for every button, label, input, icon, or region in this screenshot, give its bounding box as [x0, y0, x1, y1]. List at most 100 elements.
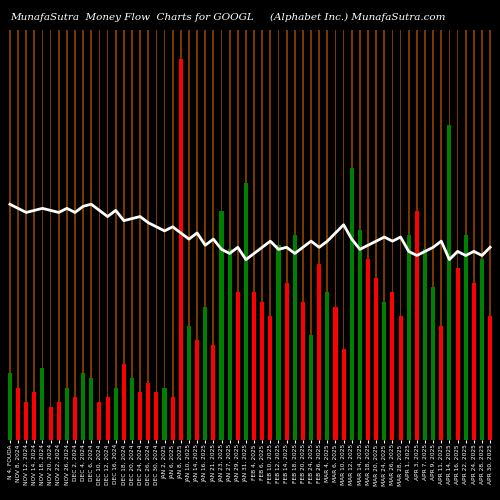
Bar	[432, 30, 434, 440]
Bar	[260, 302, 264, 440]
Bar	[106, 397, 110, 440]
Bar	[123, 30, 124, 440]
Bar	[98, 402, 102, 440]
Bar	[382, 302, 386, 440]
Bar	[245, 30, 247, 440]
Text: MunafaSutra  Money Flow  Charts for GOOGL: MunafaSutra Money Flow Charts for GOOGL	[10, 12, 254, 22]
Bar	[90, 30, 92, 440]
Bar	[318, 30, 320, 440]
Bar	[114, 388, 117, 440]
Bar	[180, 30, 182, 440]
Bar	[489, 30, 491, 440]
Bar	[146, 383, 150, 440]
Bar	[448, 126, 452, 440]
Bar	[34, 30, 35, 440]
Bar	[130, 378, 134, 440]
Bar	[179, 58, 183, 440]
Bar	[270, 30, 271, 440]
Bar	[252, 292, 256, 440]
Bar	[220, 30, 222, 440]
Bar	[440, 30, 442, 440]
Bar	[342, 350, 345, 440]
Bar	[472, 282, 476, 440]
Bar	[228, 250, 232, 440]
Bar	[390, 292, 394, 440]
Bar	[406, 235, 411, 440]
Bar	[302, 30, 304, 440]
Bar	[253, 30, 255, 440]
Bar	[220, 211, 224, 440]
Bar	[310, 30, 312, 440]
Bar	[236, 292, 240, 440]
Bar	[164, 30, 166, 440]
Bar	[138, 392, 142, 440]
Bar	[98, 30, 100, 440]
Bar	[154, 392, 158, 440]
Bar	[203, 306, 207, 440]
Bar	[9, 30, 11, 440]
Bar	[423, 250, 427, 440]
Bar	[17, 30, 19, 440]
Bar	[456, 30, 458, 440]
Bar	[439, 326, 444, 440]
Bar	[294, 30, 296, 440]
Bar	[50, 30, 51, 440]
Bar	[309, 335, 313, 440]
Bar	[301, 302, 305, 440]
Bar	[376, 30, 377, 440]
Bar	[278, 30, 280, 440]
Bar	[172, 30, 174, 440]
Bar	[32, 392, 36, 440]
Bar	[162, 388, 166, 440]
Bar	[424, 30, 426, 440]
Bar	[8, 374, 12, 440]
Bar	[268, 316, 272, 440]
Bar	[317, 264, 321, 440]
Bar	[244, 182, 248, 440]
Bar	[42, 30, 43, 440]
Bar	[465, 30, 466, 440]
Bar	[286, 30, 288, 440]
Bar	[187, 326, 191, 440]
Bar	[16, 388, 20, 440]
Bar	[188, 30, 190, 440]
Bar	[156, 30, 158, 440]
Bar	[65, 388, 69, 440]
Bar	[284, 282, 288, 440]
Bar	[334, 306, 338, 440]
Bar	[73, 397, 77, 440]
Bar	[170, 397, 174, 440]
Bar	[342, 30, 344, 440]
Bar	[81, 374, 85, 440]
Bar	[74, 30, 76, 440]
Bar	[415, 211, 419, 440]
Bar	[196, 30, 198, 440]
Bar	[448, 30, 450, 440]
Bar	[195, 340, 199, 440]
Bar	[481, 30, 483, 440]
Bar	[89, 378, 94, 440]
Bar	[350, 168, 354, 440]
Bar	[139, 30, 141, 440]
Bar	[334, 30, 336, 440]
Bar	[115, 30, 116, 440]
Bar	[237, 30, 238, 440]
Bar	[262, 30, 263, 440]
Bar	[56, 402, 61, 440]
Bar	[384, 30, 385, 440]
Bar	[106, 30, 108, 440]
Bar	[456, 268, 460, 440]
Bar	[473, 30, 474, 440]
Text: (Alphabet Inc.) MunafaSutra.com: (Alphabet Inc.) MunafaSutra.com	[270, 12, 446, 22]
Bar	[229, 30, 230, 440]
Bar	[351, 30, 352, 440]
Bar	[488, 316, 492, 440]
Bar	[480, 259, 484, 440]
Bar	[366, 259, 370, 440]
Bar	[276, 244, 280, 440]
Bar	[358, 230, 362, 440]
Bar	[326, 292, 330, 440]
Bar	[392, 30, 394, 440]
Bar	[131, 30, 133, 440]
Bar	[212, 344, 216, 440]
